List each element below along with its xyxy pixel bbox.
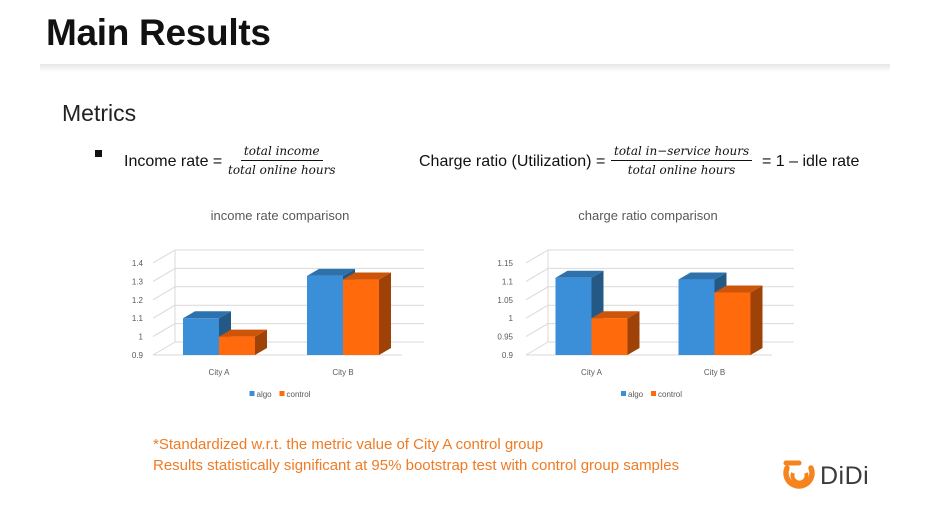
chart-title-income: income rate comparison	[210, 208, 350, 223]
bar-top	[343, 272, 391, 280]
y-tick-label: 0.9	[502, 351, 514, 360]
charge-ratio-numerator: total in−service hours	[611, 144, 753, 161]
y-tick-label: 1.2	[132, 296, 144, 305]
didi-logo-text: DiDi	[820, 462, 870, 490]
y-tick-label: 1	[509, 314, 514, 323]
legend-label-algo: algo	[257, 390, 273, 399]
slide-subtitle: Metrics	[62, 100, 137, 126]
gridline-depth	[525, 323, 549, 338]
bar-top	[678, 272, 727, 280]
bullet-icon	[95, 150, 102, 157]
x-tick-label: City B	[332, 368, 353, 377]
bar-side	[255, 329, 267, 355]
bar-algo	[678, 279, 715, 355]
title-divider	[40, 64, 890, 72]
bar-top	[591, 311, 640, 319]
y-tick-label: 1.4	[132, 259, 144, 268]
gridline-depth	[152, 267, 176, 282]
x-tick-label: City A	[209, 368, 231, 377]
y-tick-label: 1.1	[502, 277, 514, 286]
legend-swatch-algo	[249, 391, 255, 396]
gridline-depth	[525, 341, 549, 356]
bar-control	[591, 318, 628, 355]
charge-ratio-denominator: total online hours	[627, 163, 736, 177]
gridline-depth	[152, 304, 176, 319]
footnote: *Standardized w.r.t. the metric value of…	[153, 434, 679, 476]
charge-ratio-fraction: total in−service hours total online hour…	[611, 144, 753, 177]
bar-top	[307, 268, 355, 276]
didi-logo: DiDi	[780, 458, 890, 498]
x-tick-label: City B	[704, 368, 725, 377]
didi-logo-icon	[783, 460, 815, 489]
bar-control	[714, 292, 751, 355]
income-rate-label: Income rate =	[124, 153, 223, 170]
income-rate-fraction: total income total online hours	[228, 144, 336, 177]
bar-top	[714, 285, 763, 293]
y-tick-label: 0.95	[497, 333, 513, 342]
y-tick-label: 0.9	[132, 351, 144, 360]
bar-control	[219, 336, 255, 355]
bar-algo	[183, 318, 219, 355]
income-rate-numerator: total income	[240, 144, 323, 161]
bar-top	[219, 329, 267, 337]
y-tick-label: 1.1	[132, 314, 144, 323]
gridline-depth	[525, 304, 549, 319]
y-tick-label: 1	[139, 333, 144, 342]
gridline-depth	[152, 249, 176, 264]
y-tick-label: 1.05	[497, 296, 513, 305]
bar-algo	[307, 275, 343, 355]
legend-label-algo: algo	[628, 390, 644, 399]
legend-label-control: control	[287, 390, 311, 399]
chart-title-charge: charge ratio comparison	[578, 208, 718, 223]
legend-swatch-control	[651, 391, 656, 396]
gridline-depth	[152, 286, 176, 301]
bar-side	[379, 272, 391, 355]
footnote-line-1: *Standardized w.r.t. the metric value of…	[153, 436, 544, 453]
footnote-line-2: Results statistically significant at 95%…	[153, 457, 680, 474]
gridline-depth	[525, 267, 549, 282]
legend-label-control: control	[658, 390, 682, 399]
charge-ratio-label: Charge ratio (Utilization) =	[419, 153, 606, 170]
bar-side	[750, 285, 763, 355]
slide-title: Main Results	[46, 12, 271, 53]
x-tick-label: City A	[581, 368, 603, 377]
legend-swatch-control	[279, 391, 285, 396]
income-rate-denominator: total online hours	[228, 163, 336, 177]
y-tick-label: 1.15	[497, 259, 513, 268]
bar-algo	[555, 277, 592, 355]
formula-row: Income rate = total income total online …	[95, 144, 895, 184]
bar-side	[627, 311, 640, 355]
gridline-depth	[152, 341, 176, 356]
charge-ratio-tail: = 1 – idle rate	[762, 153, 860, 170]
bar-control	[343, 279, 379, 355]
gridline-depth	[525, 286, 549, 301]
y-tick-label: 1.3	[132, 277, 144, 286]
bar-top	[555, 270, 604, 278]
gridline-depth	[152, 323, 176, 338]
gridline-depth	[525, 249, 549, 264]
legend-swatch-algo	[621, 391, 626, 396]
bar-top	[183, 311, 231, 319]
